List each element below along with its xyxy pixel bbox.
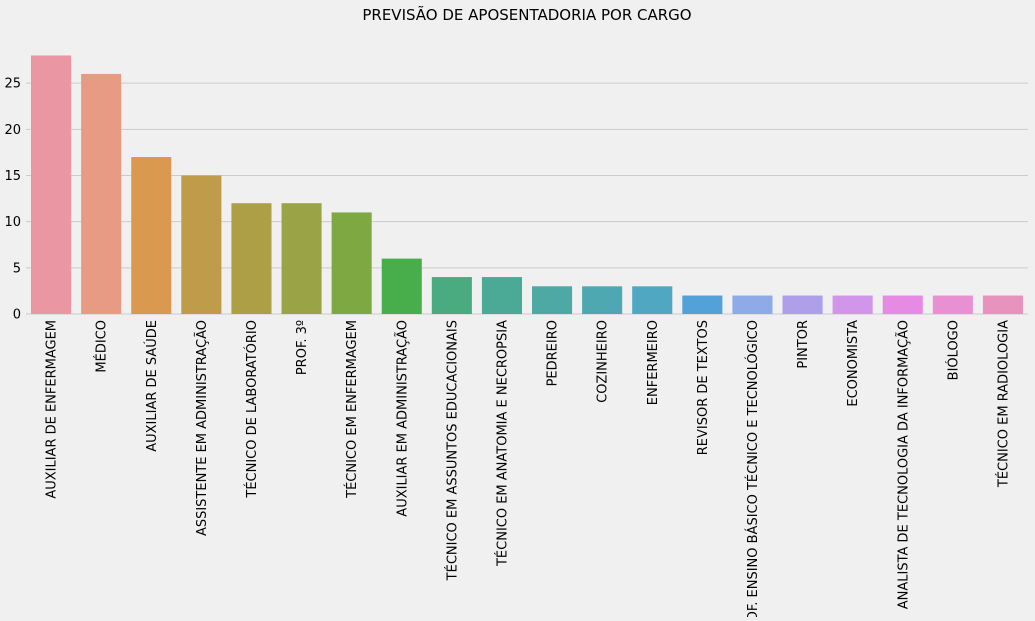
bar-11 bbox=[582, 286, 623, 314]
x-tick-label: PINTOR bbox=[796, 320, 811, 369]
x-tick-label: ENFERMEIRO bbox=[646, 320, 661, 405]
x-axis-ticks: AUXILIAR DE ENFERMAGEM MÉDICO AUXILIAR DE … bbox=[45, 320, 1012, 621]
y-tick-label: 10 bbox=[4, 215, 21, 230]
x-tick-label: TÉCNICO EM ASSUNTOS EDUCACIONAIS bbox=[444, 320, 460, 581]
bar-14 bbox=[732, 295, 773, 314]
bar-2 bbox=[131, 157, 172, 314]
bar-3 bbox=[181, 175, 222, 314]
bar-4 bbox=[231, 203, 272, 314]
bar-8 bbox=[431, 277, 472, 314]
x-tick-label: AUXILIAR DE ENFERMAGEM bbox=[45, 320, 60, 499]
y-tick-label: 25 bbox=[4, 77, 21, 92]
bar-6 bbox=[331, 212, 372, 314]
x-tick-label: TÉCNICO EM ENFERMAGEM bbox=[344, 320, 360, 499]
bar-7 bbox=[381, 258, 422, 314]
x-tick-label: TÉCNICO DE LABORATÓRIO bbox=[244, 320, 260, 499]
chart-title: PREVISÃO DE APOSENTADORIA POR CARGO bbox=[362, 5, 691, 24]
x-tick-label: ASSISTENTE EM ADMINISTRAÇÃO bbox=[194, 320, 210, 536]
bar-16 bbox=[832, 295, 873, 314]
y-tick-label: 0 bbox=[13, 308, 21, 323]
y-tick-label: 20 bbox=[4, 123, 21, 138]
x-tick-label: BIÓLOGO bbox=[945, 320, 961, 380]
x-tick-label: AUXILIAR EM ADMINISTRAÇÃO bbox=[394, 320, 410, 517]
x-tick-label: PEDREIRO bbox=[546, 320, 561, 386]
bars bbox=[31, 55, 1023, 314]
x-tick-label: ANALISTA DE TECNOLOGIA DA INFORMAÇÃO bbox=[895, 320, 911, 609]
bar-13 bbox=[682, 295, 723, 314]
x-tick-label: PROF. 3º bbox=[295, 320, 310, 375]
x-tick-label: ECONOMISTA bbox=[846, 320, 861, 407]
x-tick-label: MÉDICO bbox=[94, 320, 110, 373]
bar-12 bbox=[632, 286, 673, 314]
y-tick-label: 15 bbox=[4, 169, 21, 184]
x-tick-label: PROF. ENSINO BÁSICO TÉCNICO E TECNOLÓGIC… bbox=[745, 320, 761, 617]
y-tick-label: 5 bbox=[13, 261, 21, 276]
y-axis-ticks: 0 5 10 15 20 25 bbox=[4, 77, 21, 323]
bar-15 bbox=[782, 295, 823, 314]
bar-17 bbox=[882, 295, 923, 314]
x-tick-label: COZINHEIRO bbox=[596, 320, 611, 403]
x-tick-label: TÉCNICO EM ANATOMIA E NECROPSIA bbox=[494, 320, 510, 567]
bar-5 bbox=[281, 203, 322, 314]
bar-18 bbox=[932, 295, 973, 314]
bar-10 bbox=[532, 286, 573, 314]
bar-9 bbox=[481, 277, 522, 314]
bar-19 bbox=[982, 295, 1023, 314]
bar-0 bbox=[31, 55, 72, 314]
bar-1 bbox=[81, 73, 122, 314]
x-tick-label: TÉCNICO EM RADIOLOGIA bbox=[995, 320, 1011, 488]
x-tick-label: REVISOR DE TEXTOS bbox=[696, 320, 711, 455]
x-tick-label: AUXILIAR DE SAÚDE bbox=[144, 320, 160, 452]
